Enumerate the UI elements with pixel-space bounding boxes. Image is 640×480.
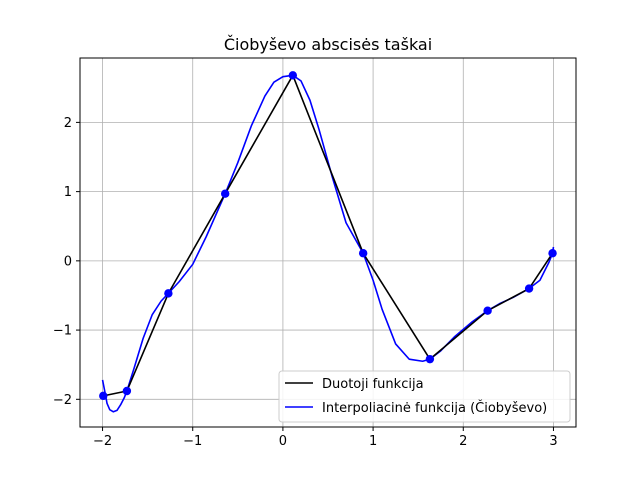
chebyshev-node-point	[425, 354, 435, 364]
ticks: −2 −1 0 1 2 3 −2 −1 0 1 2	[53, 116, 558, 449]
x-tick-label: −2	[93, 434, 112, 449]
x-tick-label: 2	[459, 434, 467, 449]
chart-title: Čiobyševo abscisės taškai	[224, 35, 432, 54]
x-tick-label: −1	[183, 434, 202, 449]
y-tick-label: −1	[53, 324, 72, 339]
series-layer	[99, 71, 557, 413]
y-tick-label: 2	[64, 116, 72, 131]
chebyshev-node-point	[122, 386, 132, 396]
legend-label: Duotoji funkcija	[322, 377, 424, 392]
legend-label: Interpoliacinė funkcija (Čiobyševo)	[322, 400, 547, 416]
chebyshev-node-point	[99, 391, 108, 401]
x-tick-label: 0	[279, 434, 287, 449]
chebyshev-node-point	[288, 71, 298, 80]
y-tick-label: −2	[53, 393, 72, 408]
y-tick-label: 0	[64, 254, 72, 269]
series-line-given-function	[103, 74, 554, 397]
plot-frame	[79, 57, 577, 428]
legend: Duotoji funkcija Interpoliacinė funkcija …	[278, 370, 571, 423]
grid	[80, 58, 576, 427]
chebyshev-node-point	[358, 249, 368, 258]
y-tick-label: 1	[64, 185, 72, 200]
legend-box	[278, 370, 571, 423]
x-tick-label: 1	[369, 434, 377, 449]
chebyshev-node-point	[524, 284, 534, 293]
chebyshev-node-point	[220, 189, 230, 198]
chebyshev-node-point	[548, 249, 557, 258]
chebyshev-node-point	[483, 306, 492, 315]
x-tick-label: 3	[549, 434, 557, 449]
chebyshev-node-point	[164, 289, 173, 298]
